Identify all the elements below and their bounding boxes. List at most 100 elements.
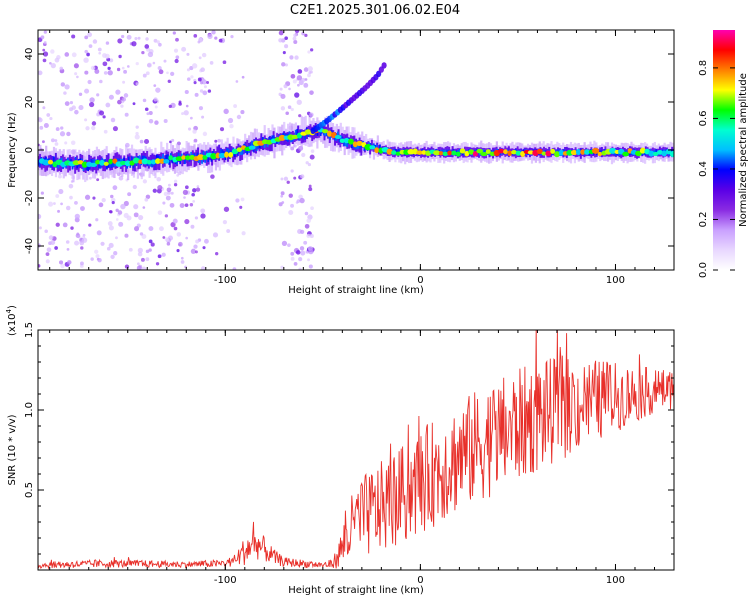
ridge-peak bbox=[339, 138, 345, 143]
ridge-peak bbox=[159, 158, 165, 164]
noise-speckle bbox=[107, 221, 113, 226]
noise-speckle bbox=[65, 240, 70, 244]
noise-speckle bbox=[84, 88, 90, 94]
noise-speckle bbox=[55, 127, 60, 131]
noise-speckle bbox=[123, 212, 129, 219]
noise-speckle bbox=[193, 81, 197, 85]
ridge-band bbox=[343, 139, 345, 146]
noise-speckle bbox=[43, 41, 47, 44]
noise-speckle bbox=[154, 120, 159, 125]
noise-speckle bbox=[200, 67, 205, 73]
ridge-peak bbox=[476, 148, 484, 154]
noise-speckle bbox=[86, 52, 90, 57]
ridge-band bbox=[38, 159, 40, 166]
noise-speckle bbox=[304, 223, 310, 229]
noise-speckle bbox=[97, 258, 102, 263]
snr-x-ticks: -100 0 100 bbox=[49, 330, 675, 586]
ridge-band bbox=[179, 150, 182, 161]
noise-speckle bbox=[73, 63, 79, 69]
noise-speckle bbox=[100, 241, 105, 246]
ridge-band bbox=[130, 156, 133, 164]
ridge-band bbox=[91, 159, 94, 166]
ridge-band bbox=[165, 155, 168, 162]
noise-speckle bbox=[298, 267, 302, 270]
noise-speckle bbox=[175, 37, 179, 42]
ridge-peak bbox=[541, 151, 547, 156]
noise-speckle bbox=[187, 77, 191, 81]
ridge-band bbox=[181, 155, 184, 167]
noise-speckle bbox=[124, 112, 129, 117]
noise-speckle bbox=[120, 104, 124, 108]
noise-speckle bbox=[193, 138, 198, 143]
noise-speckle bbox=[126, 65, 130, 68]
noise-speckle bbox=[113, 251, 118, 256]
ridge-band bbox=[296, 128, 299, 136]
noise-speckle bbox=[46, 113, 51, 117]
snr-series bbox=[38, 330, 674, 570]
noise-speckle bbox=[44, 229, 48, 234]
noise-speckle bbox=[142, 206, 146, 209]
noise-speckle bbox=[297, 83, 300, 87]
noise-speckle bbox=[287, 105, 292, 109]
noise-speckle bbox=[96, 93, 100, 97]
ridge-band bbox=[326, 130, 328, 136]
noise-speckle bbox=[158, 69, 164, 75]
ridge-band bbox=[105, 162, 108, 170]
noise-speckle bbox=[62, 222, 68, 228]
ridge-peak bbox=[132, 157, 140, 164]
noise-speckle bbox=[115, 236, 118, 240]
spectrogram-y-tick-label: 20 bbox=[24, 96, 35, 109]
spectrogram-x-tick-label: 100 bbox=[606, 275, 625, 286]
ridge-peak bbox=[369, 145, 376, 150]
noise-speckle bbox=[50, 240, 56, 245]
noise-speckle bbox=[115, 218, 119, 221]
noise-speckle bbox=[176, 232, 182, 237]
ridge-peak bbox=[656, 150, 663, 155]
noise-speckle bbox=[42, 48, 46, 52]
ridge-band bbox=[655, 149, 658, 155]
noise-speckle bbox=[233, 104, 238, 108]
noise-speckle bbox=[191, 63, 198, 69]
noise-speckle bbox=[284, 44, 289, 49]
noise-speckle bbox=[58, 174, 62, 179]
ridge-peak bbox=[464, 150, 470, 157]
noise-speckle bbox=[167, 183, 171, 187]
noise-speckle bbox=[60, 263, 65, 269]
noise-speckle bbox=[43, 30, 47, 34]
noise-speckle bbox=[170, 71, 175, 76]
ridge-peak bbox=[224, 151, 229, 158]
noise-speckle bbox=[82, 233, 86, 237]
noise-speckle bbox=[166, 242, 171, 246]
noise-speckle bbox=[186, 52, 190, 56]
colorbar-strip bbox=[713, 30, 735, 270]
noise-speckle bbox=[157, 185, 163, 191]
noise-speckle bbox=[307, 163, 311, 167]
noise-speckle bbox=[49, 61, 52, 65]
noise-speckle bbox=[42, 51, 49, 57]
ridge-peak bbox=[218, 152, 226, 159]
ridge-peak bbox=[103, 161, 109, 166]
noise-speckle bbox=[190, 116, 193, 120]
ridge-peak bbox=[181, 155, 186, 160]
noise-speckle bbox=[176, 174, 180, 177]
noise-speckle bbox=[290, 107, 294, 112]
noise-speckle bbox=[197, 40, 201, 44]
noise-speckle bbox=[138, 215, 144, 221]
ridge-band bbox=[157, 155, 160, 161]
noise-speckle bbox=[161, 252, 166, 257]
noise-speckle bbox=[99, 110, 105, 116]
ridge-band bbox=[120, 158, 122, 164]
noise-speckle bbox=[39, 125, 44, 130]
ridge-band bbox=[446, 149, 448, 154]
ridge-peak bbox=[591, 147, 600, 154]
noise-speckle bbox=[50, 138, 55, 143]
ridge-peak bbox=[108, 158, 113, 165]
noise-speckle bbox=[60, 82, 66, 87]
noise-speckle bbox=[219, 127, 225, 132]
ridge-peak bbox=[661, 150, 668, 157]
noise-speckle bbox=[78, 105, 84, 111]
noise-speckle bbox=[294, 92, 300, 98]
ridge-peak bbox=[348, 138, 354, 145]
noise-speckle bbox=[289, 55, 294, 60]
noise-speckle bbox=[186, 68, 190, 72]
